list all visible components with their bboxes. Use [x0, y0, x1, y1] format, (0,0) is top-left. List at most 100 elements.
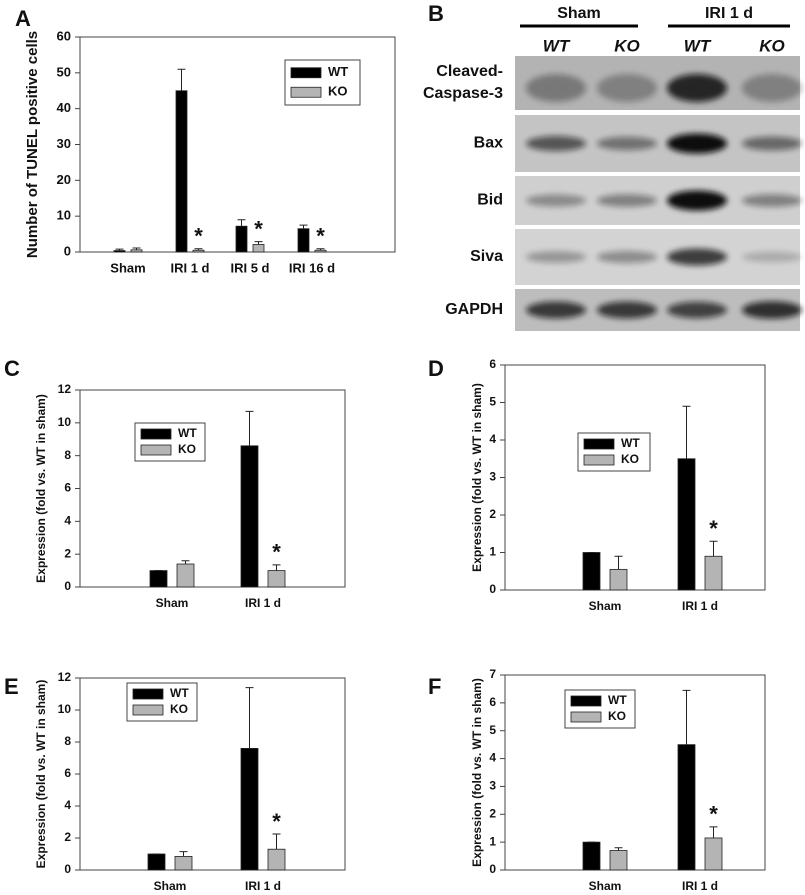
- blot-band: [597, 74, 657, 102]
- y-tick-label: 2: [489, 806, 496, 820]
- x-tick-label: Sham: [156, 596, 189, 610]
- error-bar: [682, 689, 691, 745]
- blot-row-label: Bid: [477, 192, 503, 209]
- legend-label: WT: [328, 64, 348, 79]
- blot-band: [667, 248, 727, 266]
- bar: [582, 552, 601, 591]
- legend-label: KO: [608, 709, 626, 723]
- blot-band: [526, 135, 586, 152]
- blot-band: [526, 251, 586, 263]
- bar: [176, 563, 195, 588]
- bar: [113, 250, 126, 253]
- panel-label: D: [428, 356, 444, 381]
- plot-frame: [79, 389, 346, 588]
- y-tick-label: 30: [57, 136, 71, 151]
- y-axis-label: Expression (fold vs. WT in sham): [34, 394, 48, 583]
- y-tick-label: 20: [57, 172, 71, 187]
- plot-frame: [79, 677, 346, 871]
- y-axis-label: Number of TUNEL positive cells: [24, 31, 41, 258]
- bar: [314, 249, 327, 253]
- blot-row-label: Caspase-3: [423, 85, 503, 102]
- blot-band: [742, 301, 802, 319]
- error-bar: [179, 851, 188, 857]
- error-bar: [272, 833, 281, 850]
- panel-label: E: [4, 674, 19, 699]
- blot-row-label: Cleaved-: [436, 63, 503, 80]
- y-tick-label: 40: [57, 100, 71, 115]
- error-bar: [709, 826, 718, 838]
- bar: [267, 570, 286, 588]
- bar: [609, 568, 628, 591]
- plot-frame: [504, 674, 766, 871]
- significance-mark: *: [272, 809, 281, 834]
- error-bar: [614, 847, 623, 851]
- y-tick-label: 60: [57, 28, 71, 43]
- x-tick-label: IRI 1 d: [682, 599, 718, 613]
- blot-band: [742, 194, 802, 207]
- blot-band: [526, 301, 586, 319]
- y-tick-label: 8: [64, 448, 71, 462]
- legend-swatch: [140, 428, 172, 440]
- y-tick-label: 4: [489, 432, 496, 446]
- x-tick-label: Sham: [589, 599, 622, 613]
- error-bar: [237, 219, 246, 227]
- panel-label: A: [15, 6, 31, 31]
- y-tick-label: 12: [58, 670, 72, 684]
- y-tick-label: 7: [489, 667, 496, 681]
- blot-band: [526, 74, 586, 102]
- x-tick-label: Sham: [110, 260, 145, 275]
- y-axis-label: Expression (fold vs. WT in sham): [34, 680, 48, 869]
- bar: [235, 225, 248, 253]
- y-tick-label: 2: [489, 507, 496, 521]
- legend-label: WT: [178, 426, 197, 440]
- y-tick-label: 1: [489, 834, 496, 848]
- y-tick-label: 0: [64, 579, 71, 593]
- blot-band: [597, 301, 657, 319]
- blot-band: [597, 250, 657, 264]
- y-tick-label: 10: [57, 208, 71, 223]
- legend-swatch: [290, 86, 322, 98]
- error-bar: [245, 687, 254, 749]
- x-tick-label: IRI 1 d: [170, 260, 209, 275]
- blot-row-label: Bax: [474, 135, 503, 152]
- legend-swatch: [140, 444, 172, 456]
- y-tick-label: 2: [64, 546, 71, 560]
- significance-mark: *: [272, 540, 281, 565]
- y-tick-label: 6: [489, 357, 496, 371]
- error-bar: [245, 410, 254, 446]
- bar: [149, 570, 168, 588]
- significance-mark: *: [254, 216, 263, 241]
- plot-frame: [504, 364, 766, 591]
- y-tick-label: 6: [64, 766, 71, 780]
- y-tick-label: 4: [64, 514, 71, 528]
- significance-mark: *: [194, 224, 203, 249]
- group-label: IRI 1 d: [705, 5, 753, 22]
- blot-band: [667, 190, 727, 211]
- legend-label: KO: [170, 702, 188, 716]
- panel-label: B: [428, 1, 444, 26]
- x-tick-label: IRI 1 d: [245, 879, 281, 893]
- y-tick-label: 0: [64, 243, 71, 258]
- y-tick-label: 3: [489, 779, 496, 793]
- y-tick-label: 4: [64, 798, 71, 812]
- y-tick-label: 0: [64, 862, 71, 876]
- bar: [147, 853, 166, 871]
- error-bar: [132, 247, 141, 250]
- blot-band: [742, 251, 802, 263]
- bar: [677, 458, 696, 591]
- blot-band: [667, 301, 727, 319]
- y-tick-label: 10: [58, 415, 72, 429]
- y-tick-label: 8: [64, 734, 71, 748]
- x-tick-label: Sham: [154, 879, 187, 893]
- blot-band: [742, 74, 802, 102]
- x-tick-label: Sham: [589, 879, 622, 893]
- legend-swatch: [132, 704, 164, 716]
- y-tick-label: 2: [64, 830, 71, 844]
- error-bar: [272, 564, 281, 571]
- significance-mark: *: [316, 224, 325, 249]
- x-tick-label: IRI 16 d: [289, 260, 335, 275]
- error-bar: [194, 248, 203, 251]
- bar: [704, 837, 723, 871]
- legend-label: KO: [328, 84, 348, 99]
